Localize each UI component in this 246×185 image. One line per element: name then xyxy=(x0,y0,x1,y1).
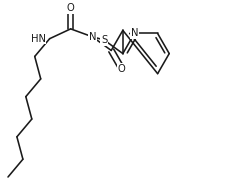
Text: HN: HN xyxy=(31,34,46,44)
Text: N: N xyxy=(89,32,96,42)
Text: O: O xyxy=(67,3,75,13)
Text: O: O xyxy=(118,63,125,73)
Text: S: S xyxy=(101,35,107,45)
Text: N: N xyxy=(131,28,138,38)
